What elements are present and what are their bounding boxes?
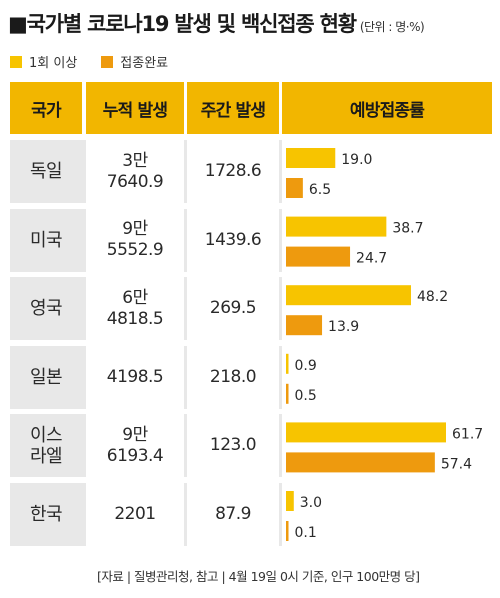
cell-weekly: 1439.6	[187, 208, 279, 272]
legend-swatch-first-dose	[10, 55, 22, 68]
bar-completed	[286, 452, 435, 473]
header-weekly: 주간 발생	[187, 82, 279, 134]
cell-weekly: 123.0	[187, 414, 279, 478]
cell-weekly: 1728.6	[187, 140, 279, 203]
bar-value-label: 0.1	[295, 525, 317, 541]
bar-value-label: 0.9	[295, 358, 317, 374]
bar-completed	[286, 178, 303, 198]
legend-item-first-dose: 1회 이상	[10, 52, 77, 71]
bar-first-dose	[286, 216, 387, 237]
source-footer: [자료 | 질병관리청, 참고 | 4월 19일 0시 기준, 인구 100만명…	[97, 569, 420, 584]
legend-swatch-completed	[101, 55, 114, 68]
legend-label-first-dose: 1회 이상	[29, 56, 78, 71]
cell-cumulative: 3만 7640.9	[86, 140, 184, 203]
bar-value-label: 19.0	[341, 152, 372, 168]
cell-cumulative: 9만 6193.4	[86, 414, 184, 478]
cell-weekly: 218.0	[187, 345, 279, 409]
cell-country: 일본	[10, 345, 82, 409]
bar-value-label: 6.5	[309, 182, 331, 198]
header-country: 국가	[10, 82, 82, 134]
bar-first-dose	[286, 148, 336, 168]
legend-label-completed: 접종완료	[120, 56, 169, 71]
bar-completed	[286, 246, 351, 267]
bar-value-label: 48.2	[417, 289, 448, 305]
header-vaccination-rate: 예방접종률	[282, 82, 492, 134]
chart-title: ■국가별 코로나19 발생 및 백신접종 현황 (단위 : 명·%)	[8, 8, 425, 38]
cell-weekly: 269.5	[187, 277, 279, 341]
bar-value-label: 57.4	[441, 456, 472, 472]
bar-completed	[286, 521, 289, 541]
bar-first-dose	[286, 285, 411, 306]
bar-value-label: 0.5	[295, 388, 317, 404]
legend: 1회 이상 접종완료	[10, 52, 192, 71]
bar-completed	[286, 315, 323, 336]
bar-first-dose	[286, 491, 294, 511]
title-unit: (단위 : 명·%)	[359, 20, 425, 34]
bar-first-dose	[286, 353, 289, 374]
cell-country: 독일	[10, 140, 82, 203]
bar-value-label: 13.9	[328, 319, 359, 335]
cell-country: 한국	[10, 483, 82, 546]
bar-value-label: 3.0	[300, 495, 322, 511]
cell-cumulative: 9만 5552.9	[86, 208, 184, 272]
bar-first-dose	[286, 422, 446, 443]
cell-vaccination-rate	[282, 345, 492, 409]
cell-cumulative: 4198.5	[86, 345, 184, 409]
bar-value-label: 61.7	[452, 426, 483, 442]
cell-country: 영국	[10, 277, 82, 341]
bar-value-label: 24.7	[356, 251, 387, 267]
legend-item-completed: 접종완료	[101, 52, 168, 71]
cell-country: 미국	[10, 208, 82, 272]
bar-value-label: 38.7	[392, 221, 423, 237]
cell-vaccination-rate	[282, 483, 492, 546]
cell-country: 이스 라엘	[10, 414, 82, 478]
cell-weekly: 87.9	[187, 483, 279, 546]
bar-completed	[286, 383, 289, 404]
cell-cumulative: 2201	[86, 483, 184, 546]
header-cumulative: 누적 발생	[86, 82, 184, 134]
title-main: ■국가별 코로나19 발생 및 백신접종 현황	[8, 12, 357, 36]
cell-cumulative: 6만 4818.5	[86, 277, 184, 341]
